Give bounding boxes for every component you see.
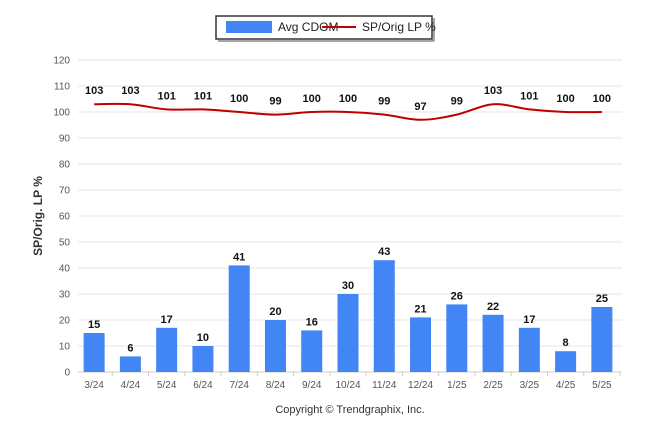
line-value-label: 101 — [157, 90, 175, 102]
line-value-label: 101 — [520, 90, 538, 102]
bar-value-label: 10 — [197, 332, 209, 344]
y-tick-label: 80 — [59, 160, 71, 171]
x-tick-label: 11/24 — [372, 380, 397, 391]
bar-value-label: 16 — [306, 316, 318, 328]
legend[interactable]: Avg CDOM SP/Orig LP % — [215, 15, 436, 42]
bar-series — [83, 260, 613, 372]
x-tick-label: 3/24 — [84, 380, 104, 391]
y-tick-label: 40 — [59, 264, 71, 275]
x-tick-label: 10/24 — [335, 380, 360, 391]
bar — [192, 346, 214, 372]
y-tick-label: 90 — [59, 134, 71, 145]
bar-value-label: 41 — [233, 251, 245, 263]
x-tick-label: 5/24 — [157, 380, 177, 391]
y-tick-label: 120 — [53, 56, 70, 67]
bar — [119, 356, 141, 372]
y-tick-label: 60 — [59, 212, 71, 223]
y-tick-label: 10 — [59, 342, 71, 353]
x-tick-label: 7/24 — [229, 380, 249, 391]
bar-value-label: 17 — [161, 314, 173, 326]
line-value-label: 101 — [194, 90, 212, 102]
y-axis-title: SP/Orig. LP % — [31, 176, 45, 256]
bar — [555, 351, 577, 372]
legend-label-line: SP/Orig LP % — [362, 20, 436, 34]
line-value-label: 100 — [303, 93, 321, 105]
bar-value-label: 6 — [127, 342, 133, 354]
bar — [373, 260, 395, 372]
line-value-label: 97 — [414, 101, 426, 113]
bar-value-label: 8 — [563, 337, 569, 349]
data-labels: 15 6 17 10 41 20 16 30 43 21 26 22 17 8 25 103 103 101 101… — [85, 85, 611, 354]
x-tick-label: 4/25 — [556, 380, 576, 391]
line-series — [94, 102, 602, 121]
y-tick-label: 30 — [59, 290, 71, 301]
bar — [591, 307, 613, 372]
bar-value-label: 17 — [523, 314, 535, 326]
line-value-label: 103 — [121, 85, 139, 97]
x-tick-label: 8/24 — [266, 380, 286, 391]
x-tick-label: 12/24 — [408, 380, 433, 391]
x-tick-label: 5/25 — [592, 380, 612, 391]
bar-value-label: 25 — [596, 293, 608, 305]
line-value-label: 99 — [378, 96, 390, 108]
line-value-label: 99 — [451, 96, 463, 108]
line-path — [94, 102, 602, 121]
x-tick-label: 2/25 — [483, 380, 503, 391]
bar — [83, 333, 105, 372]
x-tick-label: 3/25 — [520, 380, 540, 391]
line-value-label: 100 — [593, 93, 611, 105]
bar-value-label: 43 — [378, 246, 390, 258]
line-value-label: 100 — [339, 93, 357, 105]
bar-value-label: 20 — [269, 306, 281, 318]
bar — [264, 320, 286, 372]
y-tick-label: 20 — [59, 316, 71, 327]
x-axis-ticks: 3/24 4/24 5/24 6/24 7/24 8/24 9/24 10/24 11/24 12… — [84, 372, 621, 391]
y-tick-label: 100 — [53, 108, 70, 119]
line-value-label: 103 — [484, 85, 502, 97]
bar-value-label: 21 — [414, 303, 426, 315]
legend-swatch-bar — [226, 21, 272, 33]
bar — [482, 314, 504, 372]
x-tick-label: 1/25 — [447, 380, 467, 391]
bar-value-label: 30 — [342, 280, 354, 292]
y-tick-label: 110 — [54, 82, 70, 93]
bar — [228, 265, 250, 372]
bar — [518, 327, 540, 372]
x-tick-label: 9/24 — [302, 380, 322, 391]
line-value-label: 100 — [556, 93, 574, 105]
line-value-label: 99 — [269, 96, 281, 108]
legend-label-bar: Avg CDOM — [278, 20, 338, 34]
bar-value-label: 26 — [451, 290, 463, 302]
line-value-label: 100 — [230, 93, 248, 105]
bar-value-label: 15 — [88, 319, 100, 331]
line-value-label: 103 — [85, 85, 103, 97]
bar-value-label: 22 — [487, 301, 499, 313]
bar — [301, 330, 323, 372]
y-tick-label: 50 — [59, 238, 71, 249]
bar — [337, 294, 359, 372]
bar — [410, 317, 432, 372]
bar — [156, 327, 178, 372]
x-tick-label: 6/24 — [193, 380, 213, 391]
copyright-text: Copyright © Trendgraphix, Inc. — [275, 404, 424, 416]
x-tick-label: 4/24 — [121, 380, 141, 391]
gridlines — [78, 59, 622, 373]
y-tick-label: 70 — [59, 186, 71, 197]
bar — [446, 304, 468, 372]
y-tick-label: 0 — [64, 368, 70, 379]
y-axis-ticks: 0 10 20 30 40 50 60 70 80 90 100 110 120 — [53, 56, 70, 379]
